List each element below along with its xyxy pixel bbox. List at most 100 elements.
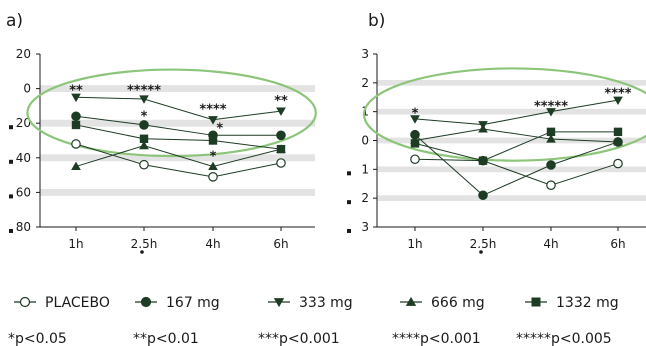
x-tick-label: 4h bbox=[543, 237, 558, 251]
series-line-placebo bbox=[75, 143, 282, 178]
grid-band bbox=[40, 188, 315, 196]
data-point-333-mg bbox=[139, 95, 149, 104]
data-point-666-mg bbox=[208, 161, 218, 171]
data-point-167-mg bbox=[546, 160, 556, 170]
legend-marker-1332-mg bbox=[531, 297, 541, 307]
y-tick-label: 60 bbox=[16, 185, 31, 199]
data-point-placebo bbox=[71, 139, 81, 149]
x-tick-label: 1h bbox=[407, 237, 422, 251]
significance-star: * bbox=[216, 122, 223, 137]
series-line-167-mg bbox=[414, 134, 619, 196]
legend-label-666-mg: 666 mg bbox=[431, 295, 485, 311]
data-point-167-mg bbox=[71, 111, 81, 122]
significance-key-item: ***p<0.001 bbox=[258, 331, 340, 346]
y-tick-label: 0 bbox=[361, 134, 369, 148]
legend-marker-placebo bbox=[19, 296, 31, 308]
x-tick-label: 6h bbox=[273, 237, 288, 251]
legend-label-placebo: PLACEBO bbox=[45, 295, 110, 311]
legend-marker-666-mg bbox=[405, 296, 417, 306]
significance-star: ** bbox=[69, 84, 83, 99]
panel-label: a) bbox=[6, 11, 23, 31]
data-point-666-mg bbox=[613, 137, 623, 146]
legend-marker-167-mg bbox=[140, 296, 152, 308]
y-tick-label: 20 bbox=[16, 116, 31, 130]
grid-band bbox=[377, 108, 646, 115]
x-tick-label: 2.5h bbox=[131, 237, 158, 251]
data-point-666-mg bbox=[71, 161, 81, 171]
significance-key-item: ****p<0.001 bbox=[392, 331, 481, 346]
data-point-1332-mg bbox=[208, 136, 218, 145]
series-line-1332-mg bbox=[414, 131, 618, 162]
significance-star: **** bbox=[604, 86, 631, 101]
minus-sign-mark bbox=[9, 229, 13, 233]
series-line-666-mg bbox=[414, 128, 619, 143]
y-tick-label: 0 bbox=[23, 82, 31, 96]
x-tick-label: 6h bbox=[610, 237, 625, 251]
series-line-placebo bbox=[414, 158, 619, 186]
data-point-333-mg bbox=[546, 108, 556, 117]
significance-key: *p<0.05 **p<0.01 ***p<0.001 ****p<0.001 ****… bbox=[8, 331, 612, 346]
minus-sign-mark bbox=[347, 171, 351, 176]
y-tick-label: 2 bbox=[361, 76, 369, 90]
series-line-333-mg bbox=[75, 96, 282, 121]
legend-label-333-mg: 333 mg bbox=[299, 295, 353, 311]
highlight-ellipse bbox=[26, 68, 317, 158]
data-point-333-mg bbox=[276, 107, 286, 116]
data-point-333-mg bbox=[71, 93, 81, 103]
minus-sign-mark bbox=[9, 194, 13, 199]
data-point-167-mg bbox=[478, 190, 488, 201]
tick-dot-mark bbox=[479, 250, 483, 254]
data-point-placebo bbox=[139, 159, 149, 170]
data-point-167-mg bbox=[139, 120, 149, 130]
y-tick-label: 80 bbox=[16, 220, 31, 234]
panel-label: b) bbox=[368, 11, 385, 31]
legend-label-167-mg: 167 mg bbox=[166, 295, 220, 311]
grid-band bbox=[40, 154, 315, 162]
grid-band bbox=[40, 85, 315, 93]
x-tick-label: 4h bbox=[205, 237, 220, 251]
minus-sign-mark bbox=[347, 200, 351, 205]
minus-sign-mark bbox=[9, 159, 13, 164]
data-point-333-mg bbox=[208, 116, 218, 125]
series-line-333-mg bbox=[414, 99, 619, 126]
legend-marker-333-mg bbox=[273, 298, 285, 308]
data-point-1332-mg bbox=[478, 156, 488, 165]
data-point-placebo bbox=[613, 158, 623, 169]
minus-sign-mark bbox=[347, 229, 351, 233]
series-line-666-mg bbox=[75, 145, 282, 167]
data-point-placebo bbox=[410, 154, 420, 165]
data-point-666-mg bbox=[139, 140, 149, 150]
y-tick-label: 3 bbox=[361, 47, 369, 61]
data-point-placebo bbox=[276, 158, 286, 168]
minus-sign-mark bbox=[9, 125, 13, 130]
data-point-666-mg bbox=[546, 134, 556, 143]
data-point-1332-mg bbox=[71, 120, 81, 130]
data-point-167-mg bbox=[276, 130, 286, 141]
significance-star: ***** bbox=[534, 99, 568, 114]
significance-star: ***** bbox=[127, 84, 161, 99]
x-tick-label: 2.5h bbox=[470, 237, 497, 251]
tick-dot-mark bbox=[140, 250, 144, 254]
data-point-placebo bbox=[208, 172, 218, 182]
data-point-1332-mg bbox=[410, 139, 420, 148]
data-point-1332-mg bbox=[546, 127, 556, 137]
data-point-placebo bbox=[546, 180, 556, 190]
significance-key-item: *p<0.05 bbox=[8, 331, 67, 346]
significance-key-item: **p<0.01 bbox=[133, 331, 199, 346]
data-point-333-mg bbox=[613, 96, 623, 105]
y-tick-label: 1 bbox=[361, 162, 369, 176]
legend: PLACEBO 167 mg 333 mg 666 mg 1332 mg bbox=[14, 295, 619, 311]
highlight-ellipse bbox=[362, 67, 646, 162]
grid-band bbox=[40, 119, 315, 127]
significance-star: * bbox=[141, 110, 148, 125]
significance-star: * bbox=[412, 107, 419, 122]
y-tick-label: 20 bbox=[16, 47, 31, 61]
y-tick-label: 40 bbox=[16, 151, 31, 165]
data-point-1332-mg bbox=[139, 134, 149, 143]
grid-band bbox=[377, 195, 646, 202]
x-tick-label: 1h bbox=[68, 237, 83, 251]
grid-band bbox=[377, 79, 646, 86]
significance-key-item: *****p<0.005 bbox=[516, 331, 612, 346]
